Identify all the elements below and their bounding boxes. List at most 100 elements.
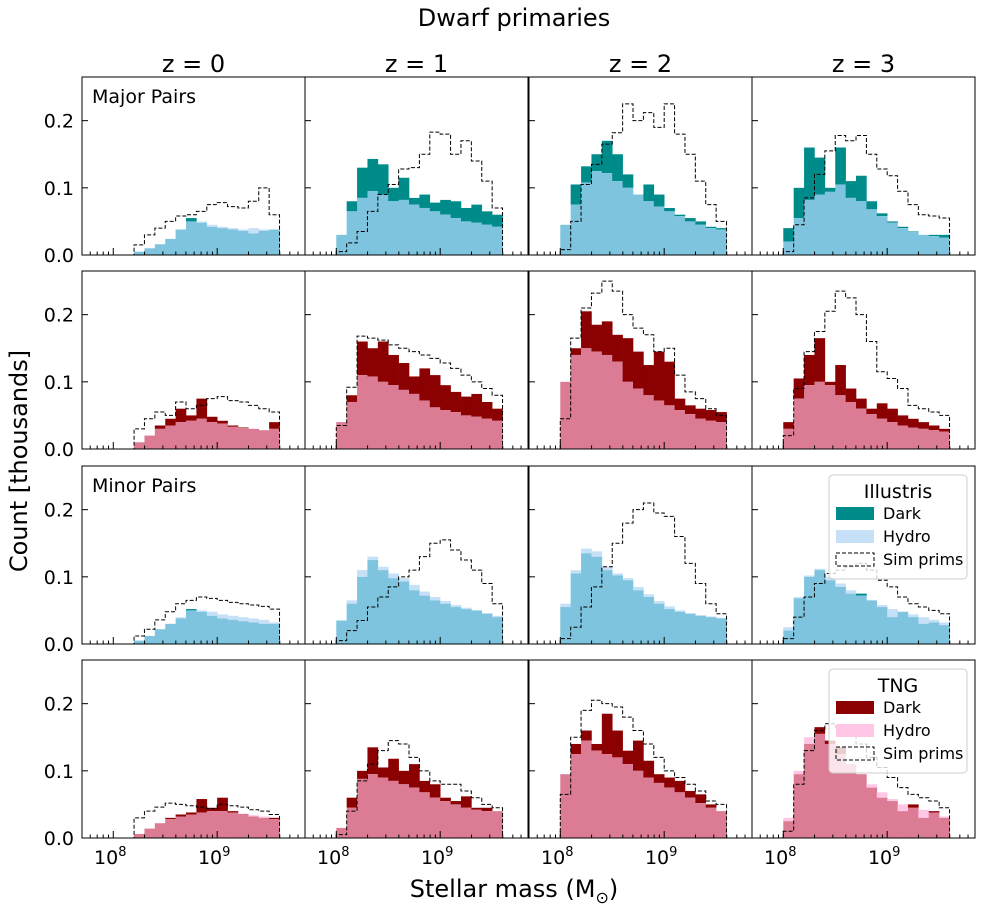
overlap-bar <box>269 229 280 255</box>
overlap-bar <box>664 405 675 449</box>
overlap-bar <box>460 807 472 838</box>
overlap-bar <box>409 393 420 449</box>
panel-frame <box>81 659 306 839</box>
dark-bar <box>907 418 919 428</box>
y-tick-label: 0.0 <box>44 245 74 267</box>
overlap-bar <box>186 814 197 838</box>
dark-bar <box>409 197 420 205</box>
overlap-bar <box>248 816 260 838</box>
hydro-bar <box>367 556 379 561</box>
hydro-bar <box>705 616 717 618</box>
overlap-bar <box>144 635 156 644</box>
overlap-bar <box>196 222 208 255</box>
overlap-bar <box>793 598 805 644</box>
overlap-bar <box>897 611 909 644</box>
hydro-bar <box>591 551 603 557</box>
overlap-bar <box>398 389 410 449</box>
row-label: Major Pairs <box>92 86 196 108</box>
dark-bar <box>481 807 493 812</box>
x-tick-label: 108 <box>94 845 126 869</box>
panel-1-3 <box>751 270 976 450</box>
sim-prims-step <box>335 335 504 449</box>
x-tick-label: 108 <box>317 845 349 869</box>
dark-bar <box>695 408 707 419</box>
overlap-bar <box>918 234 930 255</box>
overlap-bar <box>653 206 665 255</box>
overlap-bar <box>450 607 462 644</box>
overlap-bar <box>175 422 187 449</box>
overlap-bar <box>793 398 805 449</box>
hydro-bar <box>887 609 898 618</box>
overlap-bar <box>237 428 249 449</box>
dark-bar <box>674 780 686 793</box>
panel-3-2: 108 109 <box>528 659 753 869</box>
dark-bar <box>357 770 368 779</box>
dark-bar <box>440 199 451 215</box>
overlap-bar <box>336 620 347 644</box>
dark-bar <box>570 184 582 205</box>
overlap-bar <box>440 214 451 255</box>
hydro-bar <box>918 809 930 818</box>
sim-prims-step <box>559 103 728 255</box>
overlap-bar <box>695 224 707 255</box>
hydro-bar <box>248 618 260 623</box>
overlap-bar <box>918 428 930 449</box>
overlap-bar <box>907 807 919 838</box>
overlap-bar <box>716 229 727 255</box>
panel-1-2 <box>528 270 753 450</box>
dark-bar <box>653 194 665 207</box>
dark-bar <box>419 780 431 793</box>
overlap-bar <box>471 222 483 255</box>
overlap-bar <box>928 236 940 255</box>
overlap-bar <box>835 395 846 449</box>
overlap-bar <box>653 603 665 644</box>
overlap-bar <box>460 221 472 255</box>
hydro-bar <box>460 607 472 610</box>
dark-bar <box>398 363 410 390</box>
legend-entry: Dark <box>883 504 922 523</box>
overlap-bar <box>186 610 197 644</box>
panel-frame <box>304 76 529 256</box>
overlap-bar <box>804 576 815 644</box>
dark-bar <box>866 201 878 210</box>
overlap-bar <box>845 197 857 255</box>
dark-bar <box>429 784 441 798</box>
dark-bar <box>856 175 867 202</box>
hydro-bar <box>793 596 805 599</box>
hydro-bar <box>939 816 950 818</box>
dark-bar <box>450 201 462 219</box>
overlap-bar <box>367 376 379 449</box>
overlap-bar <box>824 385 836 449</box>
overlap-bar <box>175 618 187 644</box>
overlap-bar <box>653 782 665 838</box>
dark-bar <box>612 730 623 758</box>
dark-bar <box>907 804 919 808</box>
sim-prims-step <box>335 539 504 644</box>
dark-bar <box>367 747 379 775</box>
hydro-bar <box>876 792 888 798</box>
overlap-bar <box>633 590 644 644</box>
hydro-bar <box>227 228 239 230</box>
y-tick-label: 0.2 <box>44 111 74 133</box>
legend-title: TNG <box>877 675 919 697</box>
dark-bar <box>866 408 878 415</box>
overlap-bar <box>866 787 878 838</box>
overlap-bar <box>409 590 420 644</box>
overlap-bar <box>570 354 582 449</box>
overlap-bar <box>217 618 228 644</box>
overlap-bar <box>876 216 888 255</box>
overlap-bar <box>866 209 878 255</box>
panel-3-0: 0.0 0.1 0.2 108 109 <box>44 659 306 869</box>
dark-bar <box>716 412 727 423</box>
legend-entry: Sim prims <box>883 550 963 569</box>
overlap-bar <box>429 797 441 838</box>
overlap-bar <box>227 229 239 255</box>
y-tick-label: 0.0 <box>44 634 74 656</box>
hydro-bar <box>196 610 208 612</box>
panel-0-0: 0.0 0.1 0.2 Major Pairs <box>44 76 306 267</box>
overlap-bar <box>705 228 717 255</box>
overlap-bar <box>783 241 794 255</box>
dark-bar <box>674 214 686 217</box>
y-tick-label: 0.2 <box>44 305 74 327</box>
